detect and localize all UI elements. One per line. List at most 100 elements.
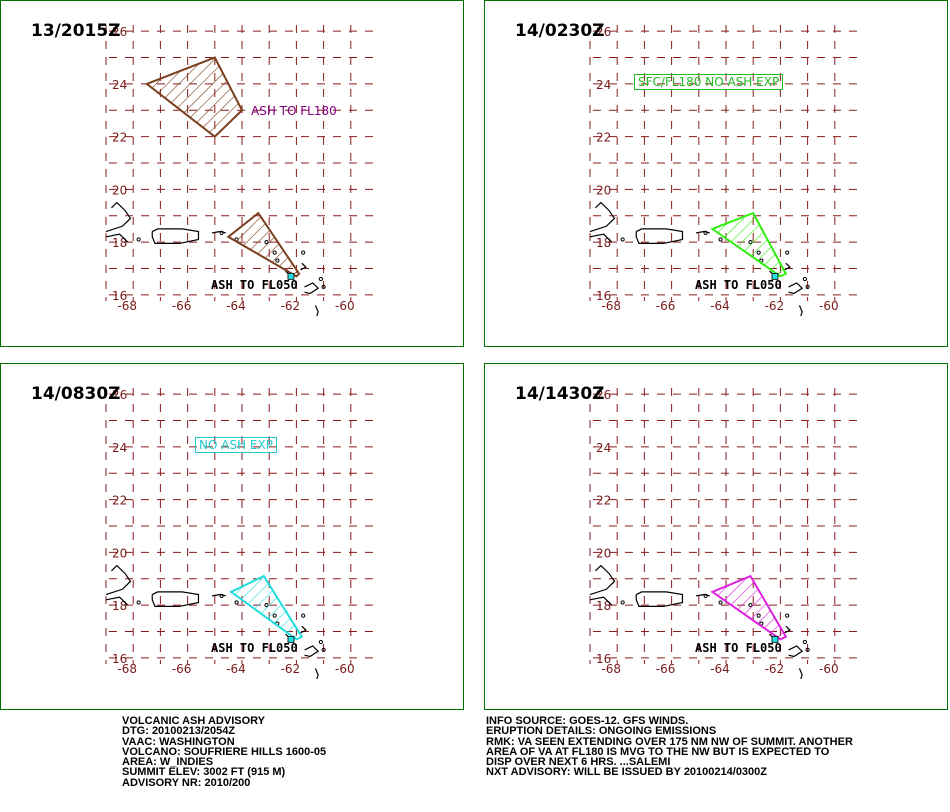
- island: [802, 639, 807, 645]
- coast-outline: [784, 262, 791, 271]
- island: [318, 276, 323, 282]
- coast-outline: [589, 201, 616, 233]
- coast-outline: [105, 564, 132, 596]
- coast-outline: [151, 228, 200, 245]
- advisory-line: INFO SOURCE: GOES-12. GFS WINDS.: [486, 715, 689, 727]
- map-panel-3: 26 24 22 20 18 16 -68 -66 -64 -62 -60 14/0830Z NO …: [0, 363, 464, 710]
- ash-cloud-polygon: [144, 56, 244, 138]
- coast-outline: [635, 591, 684, 608]
- island: [219, 593, 224, 598]
- advisory-line: SUMMIT ELEV: 3002 FT (915 M): [122, 766, 286, 779]
- lat-tick-label: 18: [112, 599, 127, 613]
- panel-time-4: 14/1430Z: [515, 384, 605, 404]
- lat-tick-label: 24: [596, 441, 611, 455]
- graticule: [589, 388, 857, 664]
- coast-outline: [314, 305, 319, 317]
- coast-outline: [784, 625, 791, 634]
- island: [718, 600, 723, 605]
- lat-tick-label: 26: [596, 388, 611, 402]
- advisory-line: ADVISORY NR: 2010/200: [122, 776, 251, 789]
- volcano-marker: [287, 272, 295, 280]
- lat-tick-label: 22: [112, 131, 127, 145]
- advisory-line: AREA OF VA AT FL180 IS MVG TO THE NW BUT…: [486, 745, 830, 758]
- lon-tick-label: -68: [601, 299, 621, 313]
- advisory-line: VOLCANIC ASH ADVISORY: [122, 715, 266, 727]
- graticule: [105, 388, 373, 664]
- volcano-marker: [771, 635, 779, 643]
- advisory-line: VOLCANO: SOUFRIERE HILLS 1600-05: [122, 745, 327, 758]
- island: [703, 230, 708, 235]
- island: [805, 284, 810, 290]
- island: [318, 639, 323, 645]
- coast-outline: [589, 564, 616, 596]
- advisory-right: INFO SOURCE: GOES-12. GFS WINDS. ERUPTIO…: [486, 715, 853, 778]
- no-ash-label-3: NO ASH EXP: [195, 437, 277, 453]
- island: [321, 284, 326, 290]
- island: [802, 276, 807, 282]
- advisory-line: DISP OVER NEXT 6 HRS. ...SALEMI: [486, 756, 671, 769]
- lat-tick-label: 16: [596, 289, 611, 303]
- lon-tick-label: -66: [656, 662, 676, 676]
- coast-outline: [304, 282, 320, 295]
- coast-outline: [300, 262, 307, 271]
- lon-tick-label: -64: [710, 662, 730, 676]
- lon-tick-label: -64: [710, 299, 730, 313]
- lat-tick-label: 26: [112, 388, 127, 402]
- coast-outline: [788, 282, 804, 295]
- graticule: [589, 25, 857, 301]
- lat-tick-label: 22: [596, 494, 611, 508]
- lat-tick-label: 20: [112, 183, 127, 197]
- coast-outline: [798, 668, 803, 680]
- lat-tick-label: 20: [596, 183, 611, 197]
- island: [136, 600, 141, 605]
- lon-tick-label: -68: [117, 662, 137, 676]
- coast-outline: [300, 625, 307, 634]
- map-panel-2: 26 24 22 20 18 16 -68 -66 -64 -62 -60 14/0230Z SFC…: [484, 0, 948, 347]
- advisory-left: VOLCANIC ASH ADVISORY DTG: 20100213/2054…: [122, 715, 327, 789]
- coast-outline: [589, 233, 613, 243]
- volcano-marker: [287, 635, 295, 643]
- coast-outline: [105, 233, 129, 243]
- lat-tick-label: 22: [112, 494, 127, 508]
- advisory-line: ERUPTION DETAILS: ONGOING EMISSIONS: [486, 725, 717, 738]
- lat-tick-label: 16: [596, 652, 611, 666]
- lat-tick-label: 18: [596, 599, 611, 613]
- coast-outline: [798, 305, 803, 317]
- lat-tick-label: 18: [112, 236, 127, 250]
- lat-tick-label: 24: [112, 441, 127, 455]
- map-canvas-1: 26 24 22 20 18 16-68 -66 -64 -62 -60: [105, 25, 373, 317]
- lon-tick-label: -62: [281, 299, 301, 313]
- coast-outline: [105, 201, 132, 233]
- panel-time-1: 13/2015Z: [31, 21, 121, 41]
- panel-time-3: 14/0830Z: [31, 384, 121, 404]
- lon-tick-label: -66: [172, 299, 192, 313]
- map-canvas-2: 26 24 22 20 18 16-68 -66 -64 -62 -60: [589, 25, 857, 317]
- lon-tick-label: -62: [765, 299, 785, 313]
- island: [703, 593, 708, 598]
- lat-tick-label: 18: [596, 236, 611, 250]
- lon-tick-label: -64: [226, 299, 246, 313]
- lon-tick-label: -60: [335, 662, 355, 676]
- lon-tick-label: -68: [117, 299, 137, 313]
- island: [718, 237, 723, 242]
- island: [785, 250, 790, 255]
- ash-cloud-polygon: [710, 211, 788, 278]
- lon-tick-label: -60: [819, 662, 839, 676]
- ash-label-fl180: ASH TO FL180: [251, 104, 337, 118]
- island: [234, 600, 239, 605]
- island: [301, 613, 306, 618]
- ash-cloud-polygon: [229, 574, 304, 641]
- lon-tick-label: -62: [765, 662, 785, 676]
- ash-cloud-polygon: [226, 211, 301, 278]
- graticule: [105, 25, 373, 301]
- ash-cloud-polygon: [710, 574, 788, 641]
- coast-outline: [105, 596, 129, 606]
- island: [805, 647, 810, 653]
- coast-outline: [788, 645, 804, 658]
- lat-tick-label: 22: [596, 131, 611, 145]
- lat-tick-label: 16: [112, 289, 127, 303]
- coastline: [589, 201, 810, 317]
- island: [136, 237, 141, 242]
- advisory-line: DTG: 20100213/2054Z: [122, 725, 236, 738]
- volcano-marker: [771, 272, 779, 280]
